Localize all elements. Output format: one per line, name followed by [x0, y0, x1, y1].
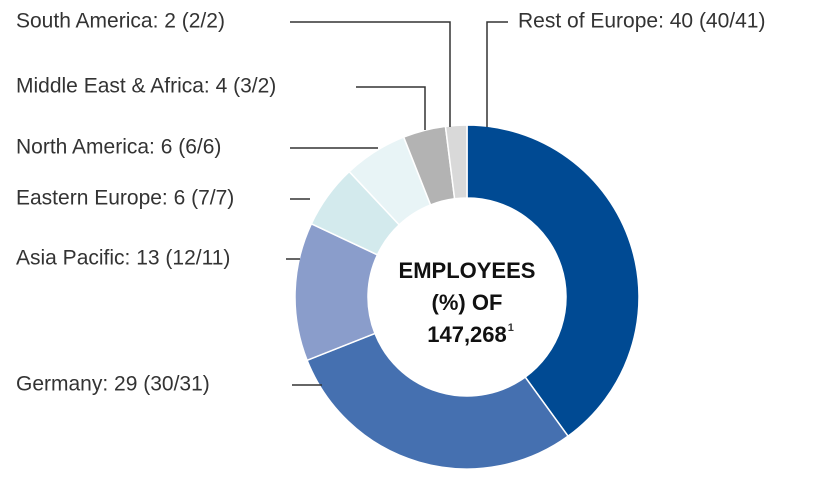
leader-line [356, 86, 426, 130]
wedge [306, 332, 570, 470]
slice-label: Asia Pacific: 13 (12/11) [16, 247, 230, 270]
leader-line [486, 21, 508, 127]
center-label: EMPLOYEES (%) OF 147,268 1 [399, 258, 536, 347]
center-text: EMPLOYEES [399, 258, 536, 283]
slice-label: Eastern Europe: 6 (7/7) [16, 187, 234, 210]
footnote: 1 [508, 322, 514, 334]
donut [294, 124, 640, 470]
slice-label: Germany: 29 (30/31) [16, 373, 210, 396]
leader-line [290, 21, 451, 127]
slice-label: North America: 6 (6/6) [16, 136, 221, 159]
slice-label: Rest of Europe: 40 (40/41) [518, 10, 765, 33]
labels: Rest of Europe: 40 (40/41) Germany: 29 (3… [16, 10, 765, 396]
slice-label: South America: 2 (2/2) [16, 10, 225, 33]
wedge [466, 124, 640, 438]
center-text: 147,268 [427, 322, 507, 347]
slice-label: Middle East & Africa: 4 (3/2) [16, 75, 276, 98]
wedge [444, 124, 468, 200]
center-text: (%) OF [432, 290, 503, 315]
